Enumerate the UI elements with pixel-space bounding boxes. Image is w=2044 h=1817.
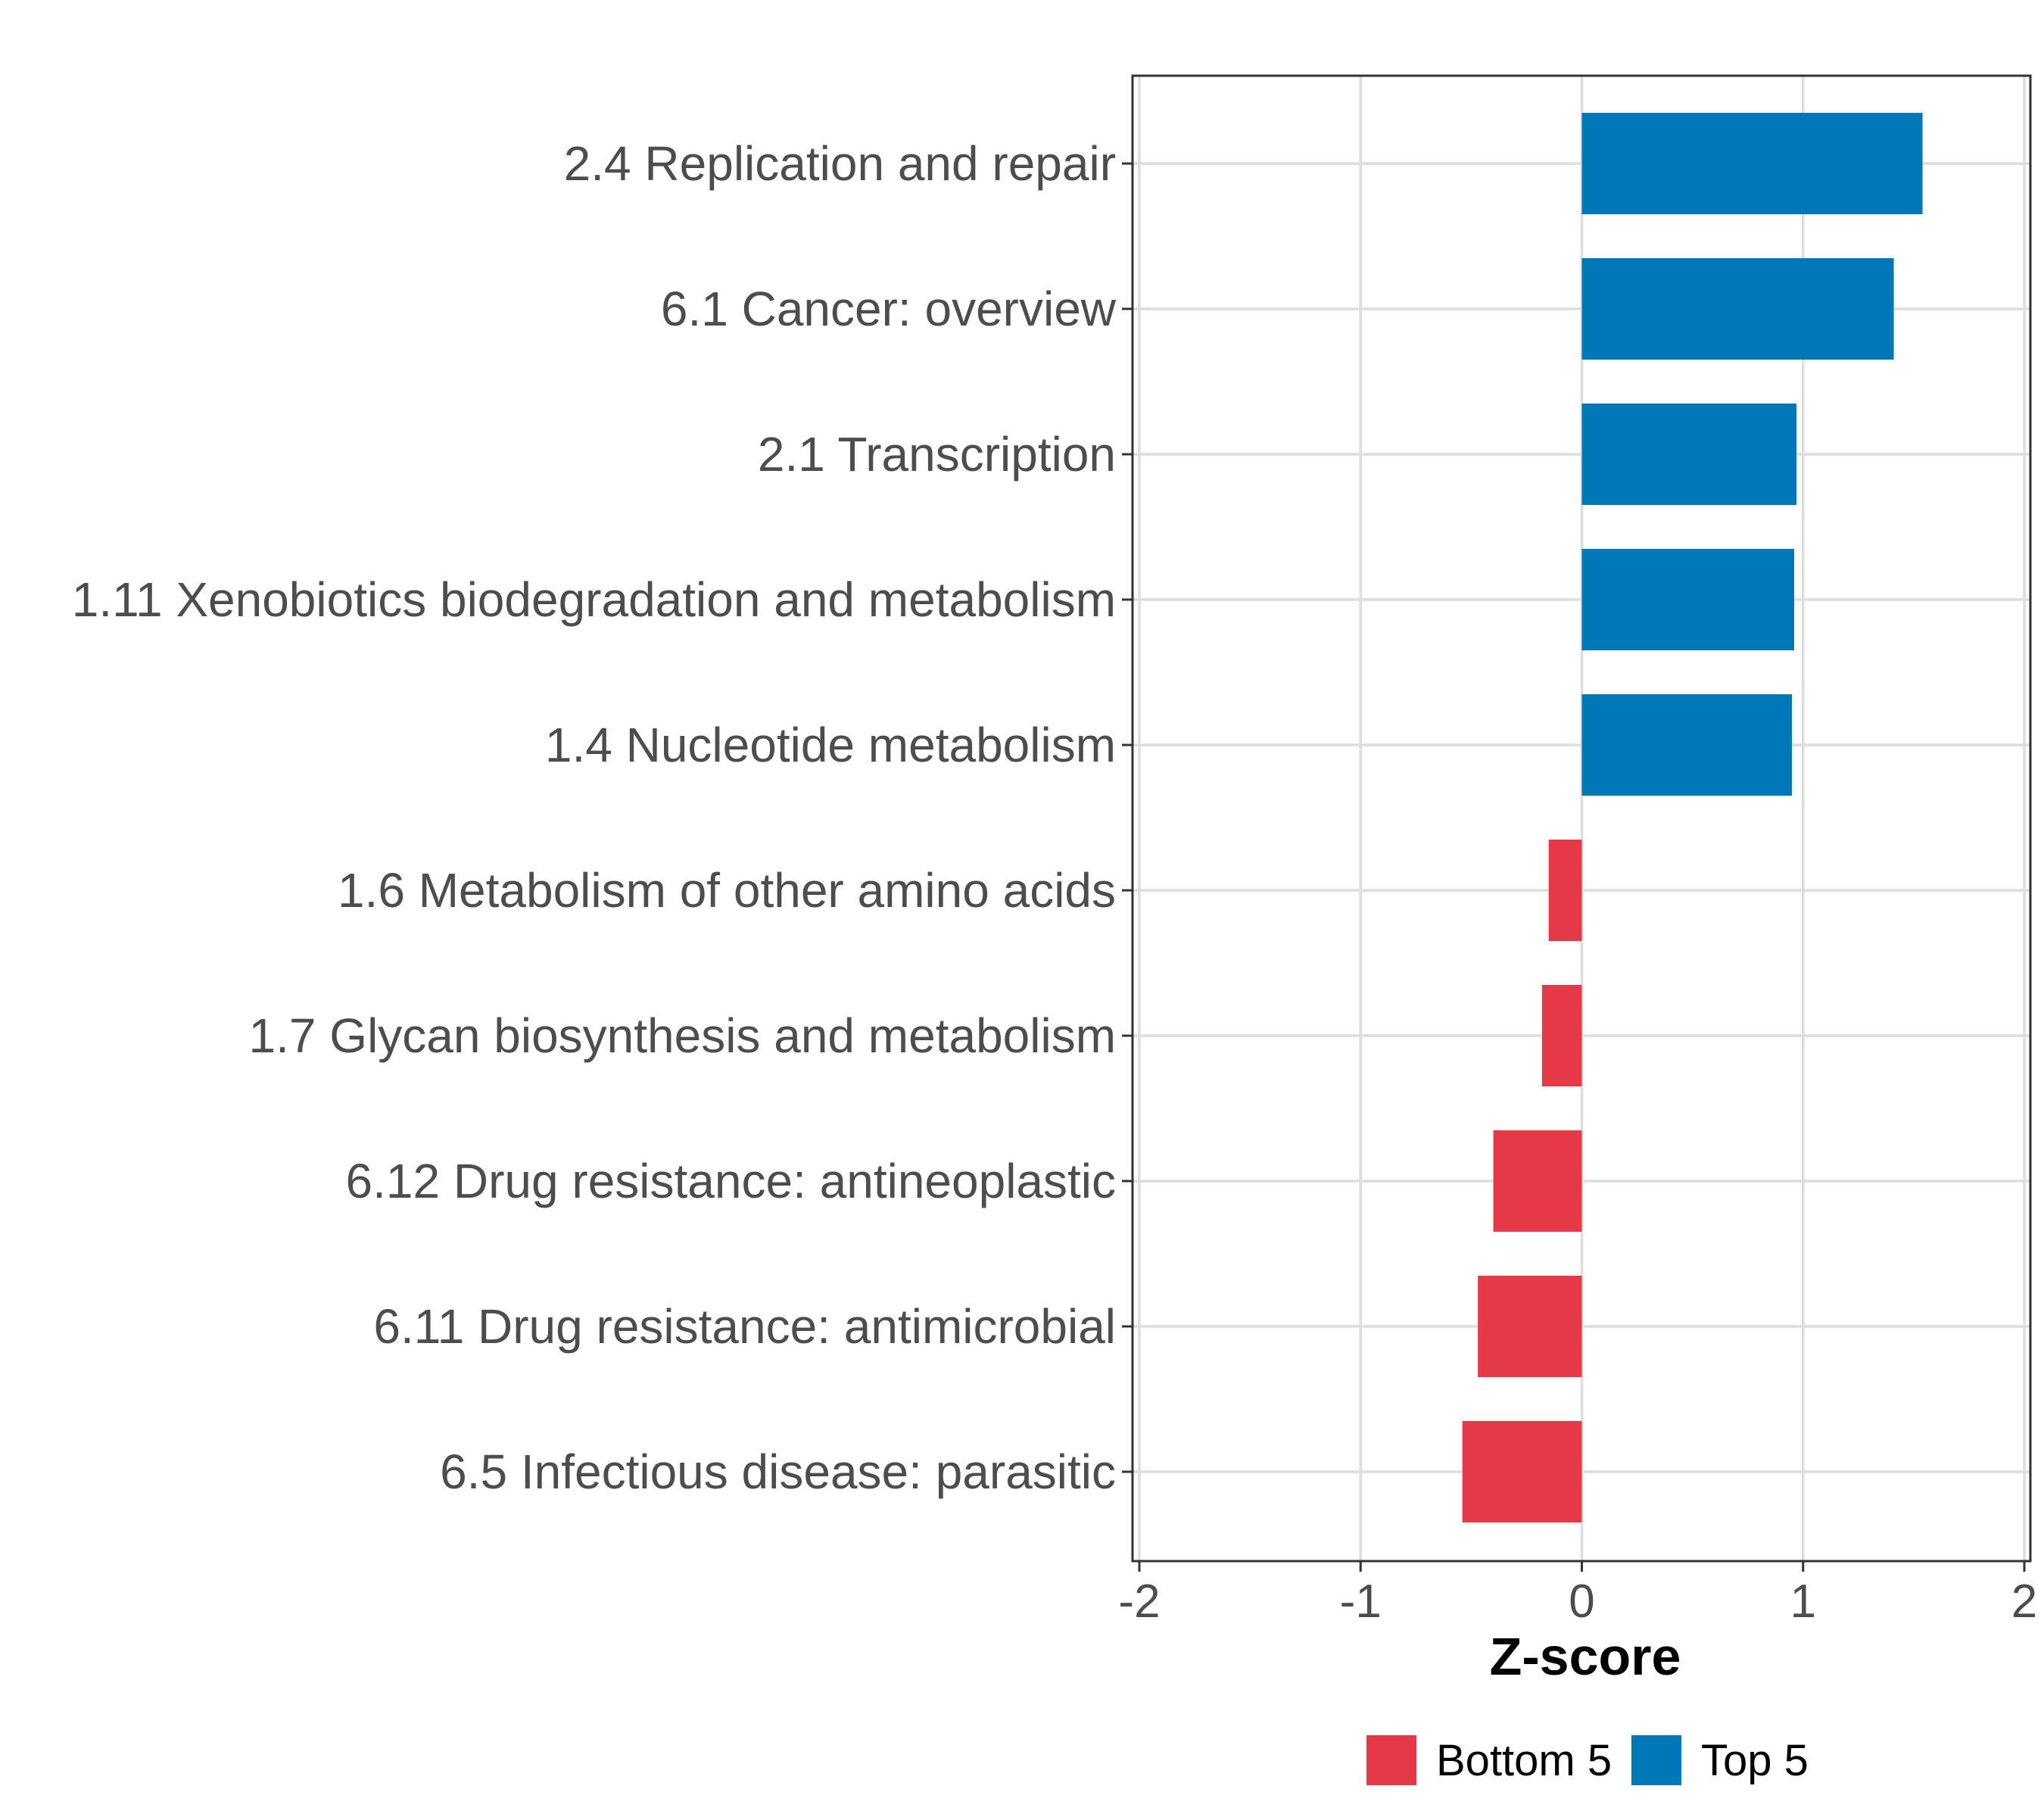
bar (1581, 404, 1796, 505)
bar (1581, 694, 1793, 796)
legend-swatch (1631, 1735, 1681, 1785)
category-label: 6.12 Drug resistance: antineoplastic (346, 1154, 1116, 1208)
x-tick-label: 2 (2011, 1575, 2037, 1628)
x-tick-label: 0 (1569, 1575, 1594, 1628)
bar (1493, 1130, 1582, 1232)
category-label: 1.6 Metabolism of other amino acids (338, 863, 1116, 918)
category-label: 6.5 Infectious disease: parasitic (440, 1445, 1116, 1499)
legend-label: Bottom 5 (1436, 1736, 1612, 1785)
x-tick-label: -1 (1340, 1575, 1382, 1628)
x-tick-label: 1 (1790, 1575, 1816, 1628)
bar (1462, 1421, 1582, 1522)
x-axis-title: Z-score (1490, 1627, 1681, 1686)
bar (1581, 258, 1894, 360)
x-axis: -2 -1 0 1 2 (1118, 1561, 2037, 1628)
bar (1548, 840, 1582, 941)
legend-swatch (1366, 1735, 1416, 1785)
category-label: 2.4 Replication and repair (564, 136, 1116, 191)
category-label: 1.7 Glycan biosynthesis and metabolism (249, 1008, 1116, 1063)
bar (1581, 549, 1795, 650)
bar (1581, 113, 1923, 214)
legend-label: Top 5 (1701, 1736, 1809, 1785)
category-label: 1.4 Nucleotide metabolism (545, 718, 1116, 772)
category-label: 2.1 Transcription (758, 427, 1116, 482)
y-axis: 2.4 Replication and repair 6.1 Cancer: ov… (72, 136, 1133, 1499)
bars (1462, 113, 1923, 1522)
bar (1541, 985, 1582, 1086)
bar (1478, 1276, 1582, 1377)
category-label: 6.1 Cancer: overview (661, 282, 1117, 336)
category-label: 1.11 Xenobiotics biodegradation and meta… (72, 572, 1116, 627)
x-tick-label: -2 (1118, 1575, 1160, 1628)
legend: Bottom 5 Top 5 (1366, 1735, 1809, 1785)
category-label: 6.11 Drug resistance: antimicrobial (373, 1299, 1116, 1354)
